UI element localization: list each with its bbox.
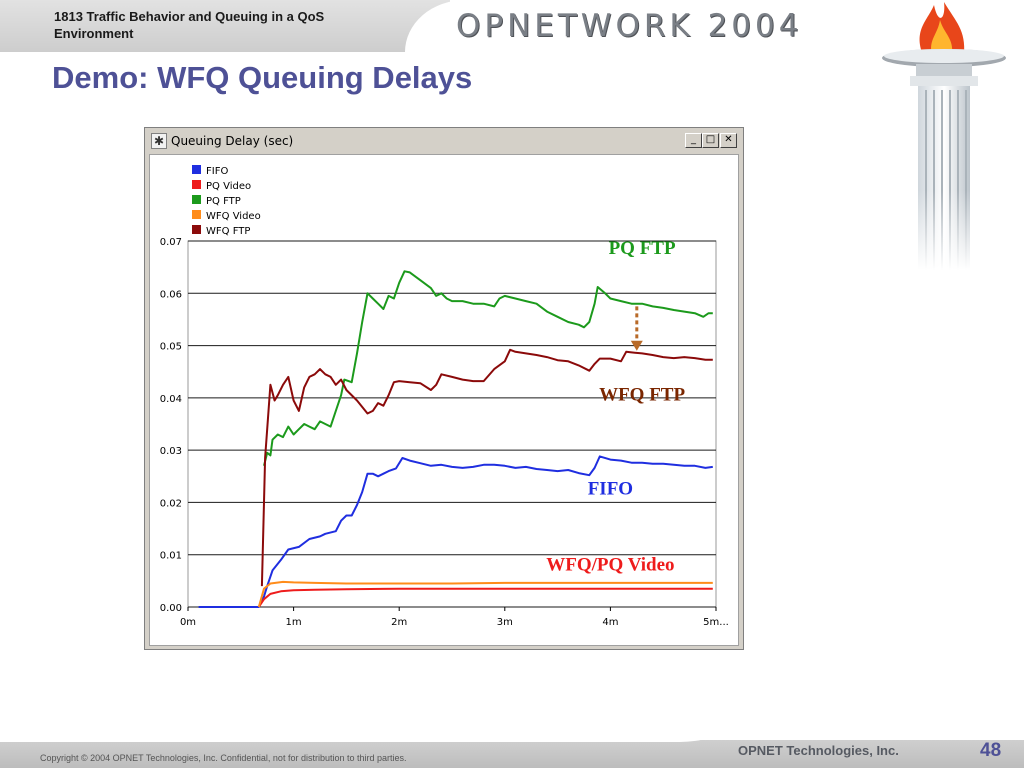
window-titlebar[interactable]: ✱ Queuing Delay (sec) _ □ ✕ [147,130,741,152]
chart-annotation: PQ FTP [609,238,676,259]
legend-entry: WFQ FTP [206,226,250,237]
y-tick-label: 0.06 [160,289,182,300]
footer-curve [0,728,720,742]
y-tick-label: 0.05 [160,342,182,353]
y-tick-label: 0.01 [160,551,182,562]
series-line-pq-video [257,587,713,608]
y-tick-label: 0.00 [160,603,182,614]
minimize-button[interactable]: _ [685,133,702,148]
series-line-pq-ftp [263,270,713,467]
slide-title: Demo: WFQ Queuing Delays [52,60,473,95]
x-tick-label: 5m... [703,617,729,628]
close-button[interactable]: ✕ [720,133,737,148]
legend-swatch [192,165,201,174]
series-line-wfq-ftp [260,348,713,587]
copyright-text: Copyright © 2004 OPNET Technologies, Inc… [40,753,407,763]
page-number: 48 [980,740,1002,761]
chart-area: 0.00 0.01 0.02 0.03 0.04 0.05 0.06 0.07 0m 1m 2m 3m… [149,154,739,646]
legend-swatch [192,195,201,204]
maximize-button[interactable]: □ [702,133,719,148]
queuing-delay-chart: 0.00 0.01 0.02 0.03 0.04 0.05 0.06 0.07 0m 1m 2m 3m… [160,165,729,628]
legend-entry: WFQ Video [206,211,261,222]
chart-window: ✱ Queuing Delay (sec) _ □ ✕ 0.00 0.01 0.02… [144,127,744,650]
series-line-fifo [198,455,713,608]
legend-swatch [192,210,201,219]
footer-bar [0,740,1024,768]
x-tick-label: 4m [602,617,618,628]
x-tick-label: 1m [286,617,302,628]
chart-annotation: WFQ/PQ Video [546,554,674,575]
chart-annotation: FIFO [588,479,633,500]
x-tick-label: 2m [391,617,407,628]
legend-entry: PQ FTP [206,196,241,207]
window-title: Queuing Delay (sec) [171,134,294,148]
y-tick-label: 0.04 [160,394,182,405]
header-course-panel [0,0,450,52]
opnetwork-logo: OPNETWORK 2004 [456,8,803,44]
torch-decoration [882,2,1006,270]
graph-window-icon: ✱ [151,133,167,149]
y-tick-label: 0.03 [160,446,182,457]
legend-entry: PQ Video [206,181,251,192]
legend-swatch [192,180,201,189]
company-name: OPNET Technologies, Inc. [738,743,899,758]
legend-entry: FIFO [206,166,228,177]
chart-annotation: WFQ FTP [599,384,685,405]
annotation-arrow-head [630,340,643,351]
y-tick-label: 0.02 [160,498,182,509]
course-title: 1813 Traffic Behavior and Queuing in a Q… [54,9,325,41]
legend-swatch [192,225,201,234]
x-tick-label: 0m [180,617,196,628]
series-line-wfq-video [257,580,713,608]
y-tick-label: 0.07 [160,237,182,248]
x-tick-label: 3m [497,617,513,628]
